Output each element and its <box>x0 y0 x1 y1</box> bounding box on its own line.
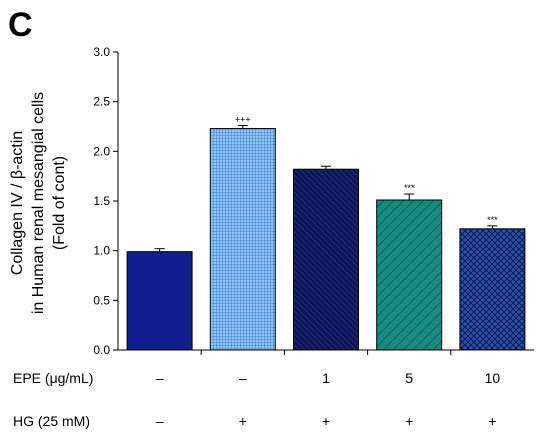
condition-row-label: EPE (μg/mL) <box>13 370 93 386</box>
y-tick-label: 0.5 <box>93 293 110 307</box>
significance-label: +++ <box>235 115 251 125</box>
y-tick-label: 3.0 <box>93 45 110 59</box>
condition-value: – <box>156 370 164 386</box>
condition-value: – <box>156 413 164 429</box>
condition-value: + <box>322 413 330 429</box>
condition-value: + <box>239 413 247 429</box>
condition-value: 10 <box>485 370 501 386</box>
y-axis-label-line-3: (Fold of cont) <box>51 156 68 250</box>
condition-value: 5 <box>405 370 413 386</box>
condition-value: – <box>239 370 247 386</box>
bar <box>376 199 443 351</box>
bars: +++ *** *** <box>126 115 526 351</box>
bar <box>126 251 193 351</box>
y-tick-label: 0.0 <box>93 343 110 357</box>
bar <box>459 228 526 351</box>
condition-value: 1 <box>322 370 330 386</box>
y-axis-label-line-1: Collagen IV / β-actin <box>9 131 26 275</box>
bar <box>293 168 359 351</box>
y-tick-label: 2.0 <box>93 144 110 158</box>
significance-label: *** <box>487 215 498 225</box>
significance-label: *** <box>404 183 415 193</box>
condition-value: + <box>488 413 496 429</box>
y-tick-label: 1.5 <box>93 194 110 208</box>
panel-label: C <box>8 6 33 44</box>
condition-rows: EPE (μg/mL) – – 1 5 10 HG (25 mM) – + + + + <box>13 370 500 429</box>
bar <box>209 127 276 351</box>
condition-value: + <box>405 413 413 429</box>
y-tick-label: 1.0 <box>93 244 110 258</box>
y-axis-label-line-2: in Human renal mesangial cells <box>30 92 47 314</box>
condition-row-label: HG (25 mM) <box>13 413 90 429</box>
y-tick-label: 2.5 <box>93 95 110 109</box>
y-axis-label: Collagen IV / β-actin in Human renal mes… <box>9 92 68 314</box>
